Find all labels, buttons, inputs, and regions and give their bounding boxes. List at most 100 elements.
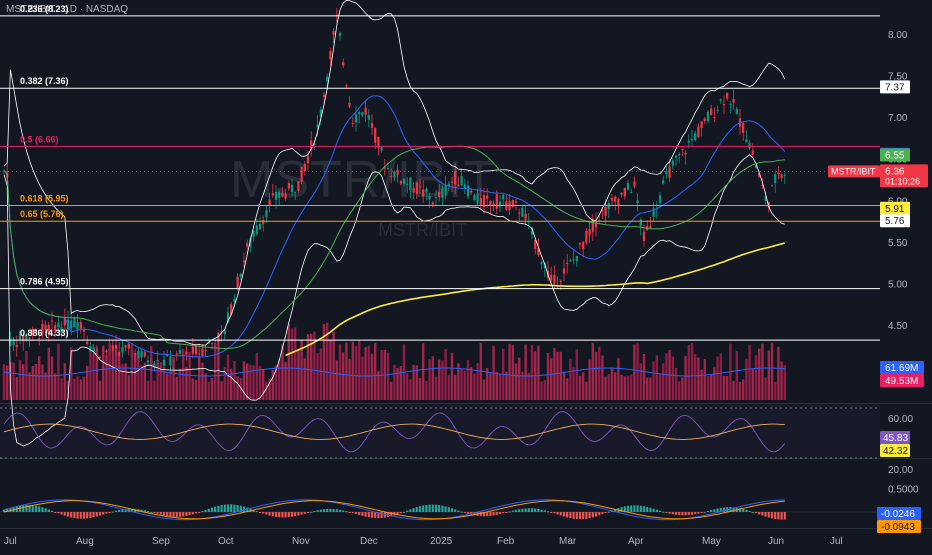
- fib-label: 0.382 (7.36): [20, 76, 69, 86]
- candle-body: [652, 208, 655, 217]
- macd-hist-bar: [41, 507, 44, 512]
- volume-bar: [700, 369, 703, 400]
- candle-body: [569, 260, 572, 262]
- macd-hist-bar: [457, 510, 460, 512]
- volume-bar: [738, 381, 742, 400]
- macd-hist-bar: [614, 509, 617, 512]
- volume-bar: [780, 361, 783, 400]
- volume-bar: [156, 360, 159, 400]
- macd-hist-bar: [540, 509, 543, 512]
- candle-body: [121, 347, 124, 353]
- volume-bar: [34, 363, 38, 400]
- candle-body: [665, 170, 668, 174]
- candle-body: [351, 122, 354, 124]
- macd-hist-bar: [9, 507, 12, 512]
- candle-body: [412, 187, 415, 193]
- macd-hist-bar: [626, 505, 630, 512]
- volume-bar: [582, 372, 585, 400]
- candle-body: [284, 194, 287, 199]
- candle-body: [431, 202, 434, 205]
- macd-hist-bar: [271, 512, 274, 517]
- macd-hist-bar: [550, 512, 553, 513]
- macd-hist-bar: [649, 507, 652, 512]
- volume-bar: [28, 372, 31, 400]
- volume-bar: [230, 368, 233, 400]
- candle-body: [338, 32, 342, 36]
- candle-body: [118, 351, 121, 358]
- candle-body: [146, 360, 150, 363]
- volume-bar: [47, 347, 50, 400]
- macd-hist-bar: [230, 504, 233, 512]
- volume-bar: [246, 363, 249, 400]
- candle-body: [252, 230, 255, 237]
- macd-hist-bar: [495, 512, 498, 515]
- macd-badge-2-text: -0.0943: [881, 522, 915, 533]
- macd-hist-bar: [665, 512, 668, 513]
- macd-hist-bar: [114, 510, 118, 512]
- candle-body: [636, 200, 639, 204]
- fib-label: 0.236 (8.23): [20, 4, 69, 14]
- macd-hist-bar: [370, 512, 374, 518]
- macd-hist-bar: [57, 512, 60, 514]
- macd-hist-bar: [396, 512, 399, 515]
- volume-bar: [476, 362, 479, 400]
- volume-bar: [214, 343, 217, 400]
- macd-hist-bar: [214, 506, 217, 512]
- macd-hist-bar: [447, 507, 450, 512]
- candle-body: [783, 174, 786, 176]
- macd-hist-bar: [153, 512, 156, 513]
- volume-bar: [271, 369, 274, 400]
- time-label: Nov: [292, 536, 310, 547]
- volume-bar: [326, 322, 329, 400]
- volume-bar: [681, 377, 684, 400]
- volume-bar: [777, 346, 780, 400]
- candle-body: [476, 193, 479, 204]
- volume-bar: [489, 373, 492, 400]
- candle-body: [380, 146, 383, 151]
- volume-bar: [710, 374, 713, 400]
- macd-hist-bar: [380, 512, 383, 518]
- candle-body: [585, 230, 588, 243]
- volume-bar: [137, 358, 140, 400]
- volume-bar: [694, 354, 697, 400]
- macd-hist-bar: [342, 510, 345, 512]
- macd-hist-bar: [25, 504, 28, 512]
- macd-hist-bar: [354, 512, 358, 514]
- macd-hist-bar: [358, 512, 361, 515]
- macd-hist-bar: [642, 506, 646, 512]
- macd-hist-bar: [460, 511, 463, 513]
- volume-bar: [514, 363, 518, 400]
- candle-body: [713, 117, 716, 119]
- candle-body: [524, 213, 527, 220]
- volume-bar: [434, 376, 438, 400]
- macd-hist-bar: [47, 509, 50, 512]
- volume-bar: [630, 374, 633, 400]
- candle-body: [22, 335, 25, 342]
- volume-bar: [146, 380, 150, 400]
- candle-body: [370, 123, 374, 129]
- macd-hist-bar: [502, 512, 505, 514]
- volume-bar: [543, 380, 546, 400]
- volume-bar: [175, 376, 178, 400]
- volume-bar: [223, 367, 226, 400]
- macd-badge-1-text: -0.0246: [881, 509, 915, 520]
- macd-badge-1: [877, 507, 921, 520]
- candle-body: [374, 128, 377, 143]
- volume-bar: [262, 369, 265, 400]
- volume-bar: [482, 379, 486, 400]
- macd-hist-bar: [22, 505, 25, 512]
- last-price-countdown: 01:10:26: [885, 176, 920, 186]
- candle-body: [514, 201, 518, 203]
- volume-bar: [111, 350, 114, 400]
- volume-bar: [598, 346, 601, 400]
- rsi-badge-2-text: 42.32: [883, 446, 908, 457]
- volume-bar: [348, 359, 351, 400]
- candle-body: [642, 231, 646, 241]
- macd-hist-bar: [262, 512, 265, 514]
- candle-body: [316, 124, 319, 128]
- volume-bar: [207, 381, 210, 400]
- candle-body: [614, 196, 617, 202]
- macd-hist-bar: [697, 512, 700, 514]
- fib-label: 0.65 (5.76): [20, 209, 64, 219]
